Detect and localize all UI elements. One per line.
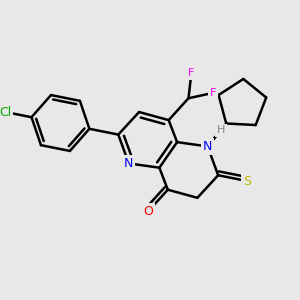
Text: S: S [243, 175, 251, 188]
Text: F: F [188, 68, 195, 78]
Text: N: N [124, 157, 134, 170]
Text: Cl: Cl [0, 106, 12, 118]
Text: O: O [143, 205, 153, 218]
Text: H: H [217, 125, 225, 135]
Text: N: N [203, 140, 212, 153]
Text: F: F [210, 88, 217, 98]
